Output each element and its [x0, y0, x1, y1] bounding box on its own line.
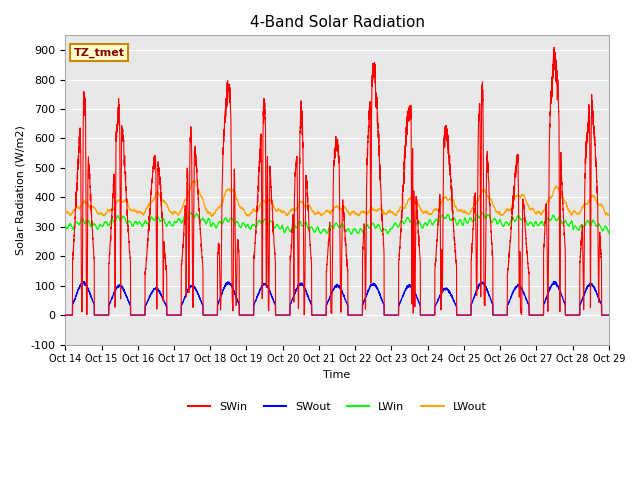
Legend: SWin, SWout, LWin, LWout: SWin, SWout, LWin, LWout	[184, 397, 491, 416]
Text: TZ_tmet: TZ_tmet	[74, 48, 124, 58]
Y-axis label: Solar Radiation (W/m2): Solar Radiation (W/m2)	[15, 125, 25, 255]
X-axis label: Time: Time	[323, 370, 351, 380]
Title: 4-Band Solar Radiation: 4-Band Solar Radiation	[250, 15, 424, 30]
